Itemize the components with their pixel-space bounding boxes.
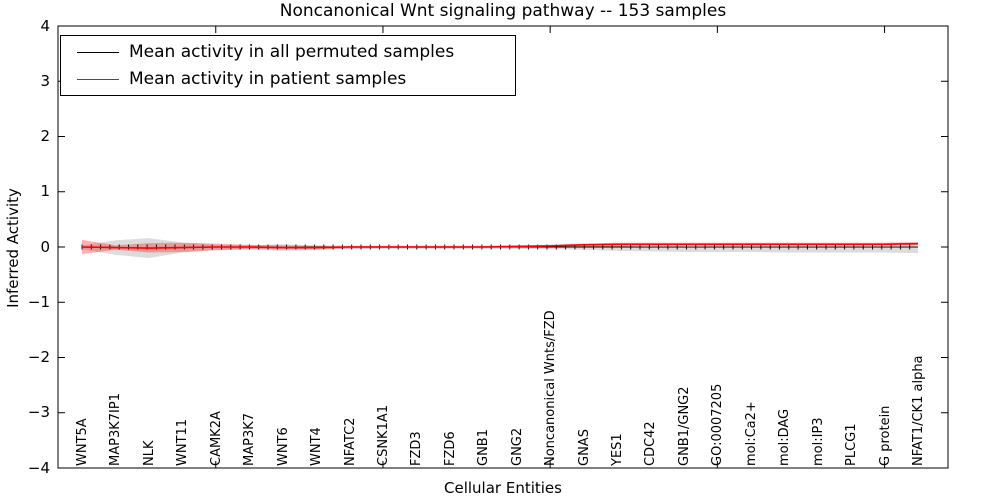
x-tick-label: CSNK1A1 <box>375 404 391 466</box>
x-tick-label: mol:Ca2+ <box>743 401 759 466</box>
y-tick-label: 2 <box>40 127 50 145</box>
y-tick-label: 1 <box>40 182 50 201</box>
legend: Mean activity in all permuted samples Me… <box>60 35 516 96</box>
legend-label-permuted: Mean activity in all permuted samples <box>129 42 455 62</box>
y-tick-label: −1 <box>27 292 50 311</box>
chart-title: Noncanonical Wnt signaling pathway -- 15… <box>279 1 727 21</box>
y-tick-label: −2 <box>27 348 50 366</box>
patient-mean-line <box>81 242 919 249</box>
x-tick-label: FZD3 <box>409 431 425 466</box>
x-tick-label: WNT11 <box>175 418 191 466</box>
x-tick-label: GNB1 <box>476 429 492 466</box>
x-tick-label: MAP3K7IP1 <box>108 393 124 466</box>
x-tick-label: GO:0007205 <box>710 383 726 466</box>
x-tick-label: Noncanonical Wnts/FZD <box>543 310 559 466</box>
permuted-band <box>82 238 918 259</box>
legend-item-patient: Mean activity in patient samples <box>61 66 515 92</box>
y-tick-label: −4 <box>27 458 50 477</box>
x-tick-label: NLK <box>141 440 157 467</box>
x-tick-label: YES1 <box>610 433 626 466</box>
x-tick-label: WNT6 <box>275 427 291 466</box>
legend-label-patient: Mean activity in patient samples <box>129 69 407 89</box>
x-tick-label: G protein <box>877 405 893 466</box>
x-tick-label: NFAT1/CK1 alpha <box>911 355 926 466</box>
y-tick-label: 3 <box>40 71 50 90</box>
x-tick-label: NFATC2 <box>342 417 358 466</box>
x-tick-label: PLCG1 <box>844 423 860 466</box>
x-axis-label: Cellular Entities <box>444 479 562 497</box>
x-tick-label: WNT5A <box>75 418 90 466</box>
x-tick-label: WNT4 <box>309 427 325 466</box>
x-tick-label: CDC42 <box>643 421 659 466</box>
legend-line-patient-icon <box>77 78 119 80</box>
x-tick-label: FZD6 <box>442 431 458 466</box>
x-tick-label: GNG2 <box>509 427 525 466</box>
y-tick-label: −3 <box>27 403 50 422</box>
legend-line-permuted-icon <box>77 51 119 53</box>
x-tick-label: mol:DAG <box>777 408 793 466</box>
x-tick-label: MAP3K7 <box>242 412 258 466</box>
legend-item-permuted: Mean activity in all permuted samples <box>61 39 515 65</box>
x-tick-label: GNAS <box>576 429 592 466</box>
x-tick-label: CAMK2A <box>208 411 224 466</box>
x-tick-label: mol:IP3 <box>810 417 826 466</box>
y-tick-label: 4 <box>40 16 50 35</box>
y-tick-label: 0 <box>40 237 50 256</box>
x-tick-label: GNB1/GNG2 <box>676 386 692 466</box>
